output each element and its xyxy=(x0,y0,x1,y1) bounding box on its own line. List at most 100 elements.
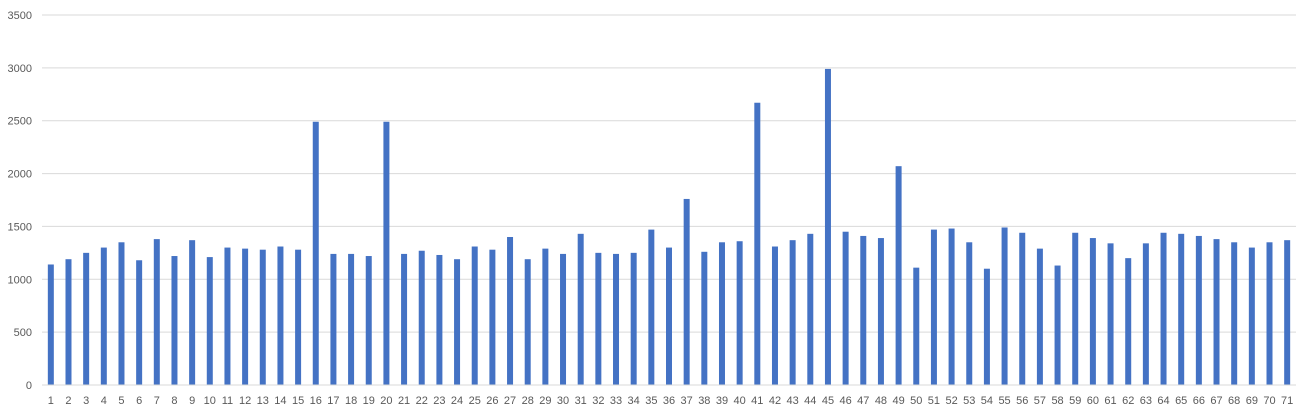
x-tick-label: 52 xyxy=(945,395,957,407)
bar xyxy=(683,198,690,385)
bar xyxy=(771,246,778,385)
x-tick-label: 40 xyxy=(734,395,746,407)
bars xyxy=(47,68,1291,386)
bar xyxy=(189,240,196,385)
bar xyxy=(754,102,761,385)
bar xyxy=(930,229,937,385)
x-tick-label: 25 xyxy=(469,395,481,407)
bar xyxy=(1248,247,1255,385)
bar xyxy=(47,264,54,385)
bar xyxy=(807,233,814,385)
x-tick-label: 33 xyxy=(610,395,622,407)
x-tick-label: 38 xyxy=(698,395,710,407)
x-tick-label: 8 xyxy=(171,395,177,407)
x-tick-label: 58 xyxy=(1051,395,1063,407)
x-tick-label: 18 xyxy=(345,395,357,407)
x-tick-label: 16 xyxy=(310,395,322,407)
bar xyxy=(1072,232,1079,385)
bar xyxy=(718,242,725,385)
bar xyxy=(136,260,143,385)
y-tick-label: 2500 xyxy=(8,116,32,128)
bar xyxy=(877,238,884,385)
x-tick-label: 2 xyxy=(65,395,71,407)
bar xyxy=(648,229,655,385)
x-tick-label: 55 xyxy=(998,395,1010,407)
bar xyxy=(524,259,531,385)
x-tick-label: 56 xyxy=(1016,395,1028,407)
x-tick-label: 15 xyxy=(292,395,304,407)
bar xyxy=(401,253,408,385)
x-tick-label: 6 xyxy=(136,395,142,407)
bar xyxy=(1266,242,1273,385)
bar xyxy=(242,248,249,385)
x-tick-label: 12 xyxy=(239,395,251,407)
bar xyxy=(1054,265,1061,385)
bar xyxy=(330,253,337,385)
bar xyxy=(295,249,302,385)
bar xyxy=(1160,232,1167,385)
x-tick-label: 5 xyxy=(118,395,124,407)
x-tick-label: 70 xyxy=(1263,395,1275,407)
x-tick-label: 9 xyxy=(189,395,195,407)
x-tick-label: 20 xyxy=(380,395,392,407)
bar xyxy=(789,240,796,385)
bar xyxy=(666,247,672,385)
x-tick-label: 14 xyxy=(274,395,286,407)
bar xyxy=(913,267,920,385)
x-tick-label: 42 xyxy=(769,395,781,407)
bar xyxy=(948,228,955,385)
x-tick-label: 36 xyxy=(663,395,675,407)
x-tick-label: 68 xyxy=(1228,395,1240,407)
x-tick-label: 30 xyxy=(557,395,569,407)
bar xyxy=(65,259,72,385)
y-tick-label: 3000 xyxy=(8,63,32,75)
bar xyxy=(560,253,567,385)
bar xyxy=(454,259,461,385)
x-tick-label: 54 xyxy=(981,395,993,407)
x-tick-label: 19 xyxy=(363,395,375,407)
bar xyxy=(118,242,125,385)
x-tick-label: 22 xyxy=(416,395,428,407)
bar xyxy=(983,268,990,385)
x-tick-label: 48 xyxy=(875,395,887,407)
x-tick-label: 21 xyxy=(398,395,410,407)
x-tick-label: 3 xyxy=(83,395,89,407)
bar xyxy=(312,121,319,386)
x-tick-label: 35 xyxy=(645,395,657,407)
bar xyxy=(1036,248,1043,385)
x-tick-label: 27 xyxy=(504,395,516,407)
bar xyxy=(436,254,443,385)
x-tick-label: 43 xyxy=(787,395,799,407)
bar xyxy=(171,256,178,385)
bar xyxy=(736,241,743,385)
y-tick-label: 500 xyxy=(14,327,32,339)
bar xyxy=(860,235,867,385)
bar xyxy=(100,247,107,385)
y-tick-label: 1500 xyxy=(8,221,32,233)
x-tick-label: 63 xyxy=(1140,395,1152,407)
x-tick-label: 4 xyxy=(101,395,107,407)
x-tick-label: 64 xyxy=(1157,395,1169,407)
x-tick-label: 10 xyxy=(204,395,216,407)
bar xyxy=(1019,232,1026,385)
x-tick-label: 41 xyxy=(751,395,763,407)
x-tick-label: 59 xyxy=(1069,395,1081,407)
bar xyxy=(1213,239,1220,385)
y-axis-tick-labels: 0 500 1000 1500 2000 2500 3000 3500 xyxy=(8,10,32,392)
x-tick-label: 69 xyxy=(1246,395,1258,407)
y-tick-label: 1000 xyxy=(8,274,32,286)
x-tick-label: 39 xyxy=(716,395,728,407)
x-tick-label: 66 xyxy=(1193,395,1205,407)
x-tick-label: 67 xyxy=(1210,395,1222,407)
x-tick-label: 7 xyxy=(154,395,160,407)
x-tick-label: 32 xyxy=(592,395,604,407)
bar xyxy=(365,256,372,385)
x-tick-label: 49 xyxy=(892,395,904,407)
x-tick-label: 60 xyxy=(1087,395,1099,407)
bar xyxy=(489,249,496,385)
x-tick-label: 57 xyxy=(1034,395,1046,407)
bar xyxy=(348,253,355,385)
bar xyxy=(1195,235,1202,385)
bar xyxy=(471,246,478,385)
